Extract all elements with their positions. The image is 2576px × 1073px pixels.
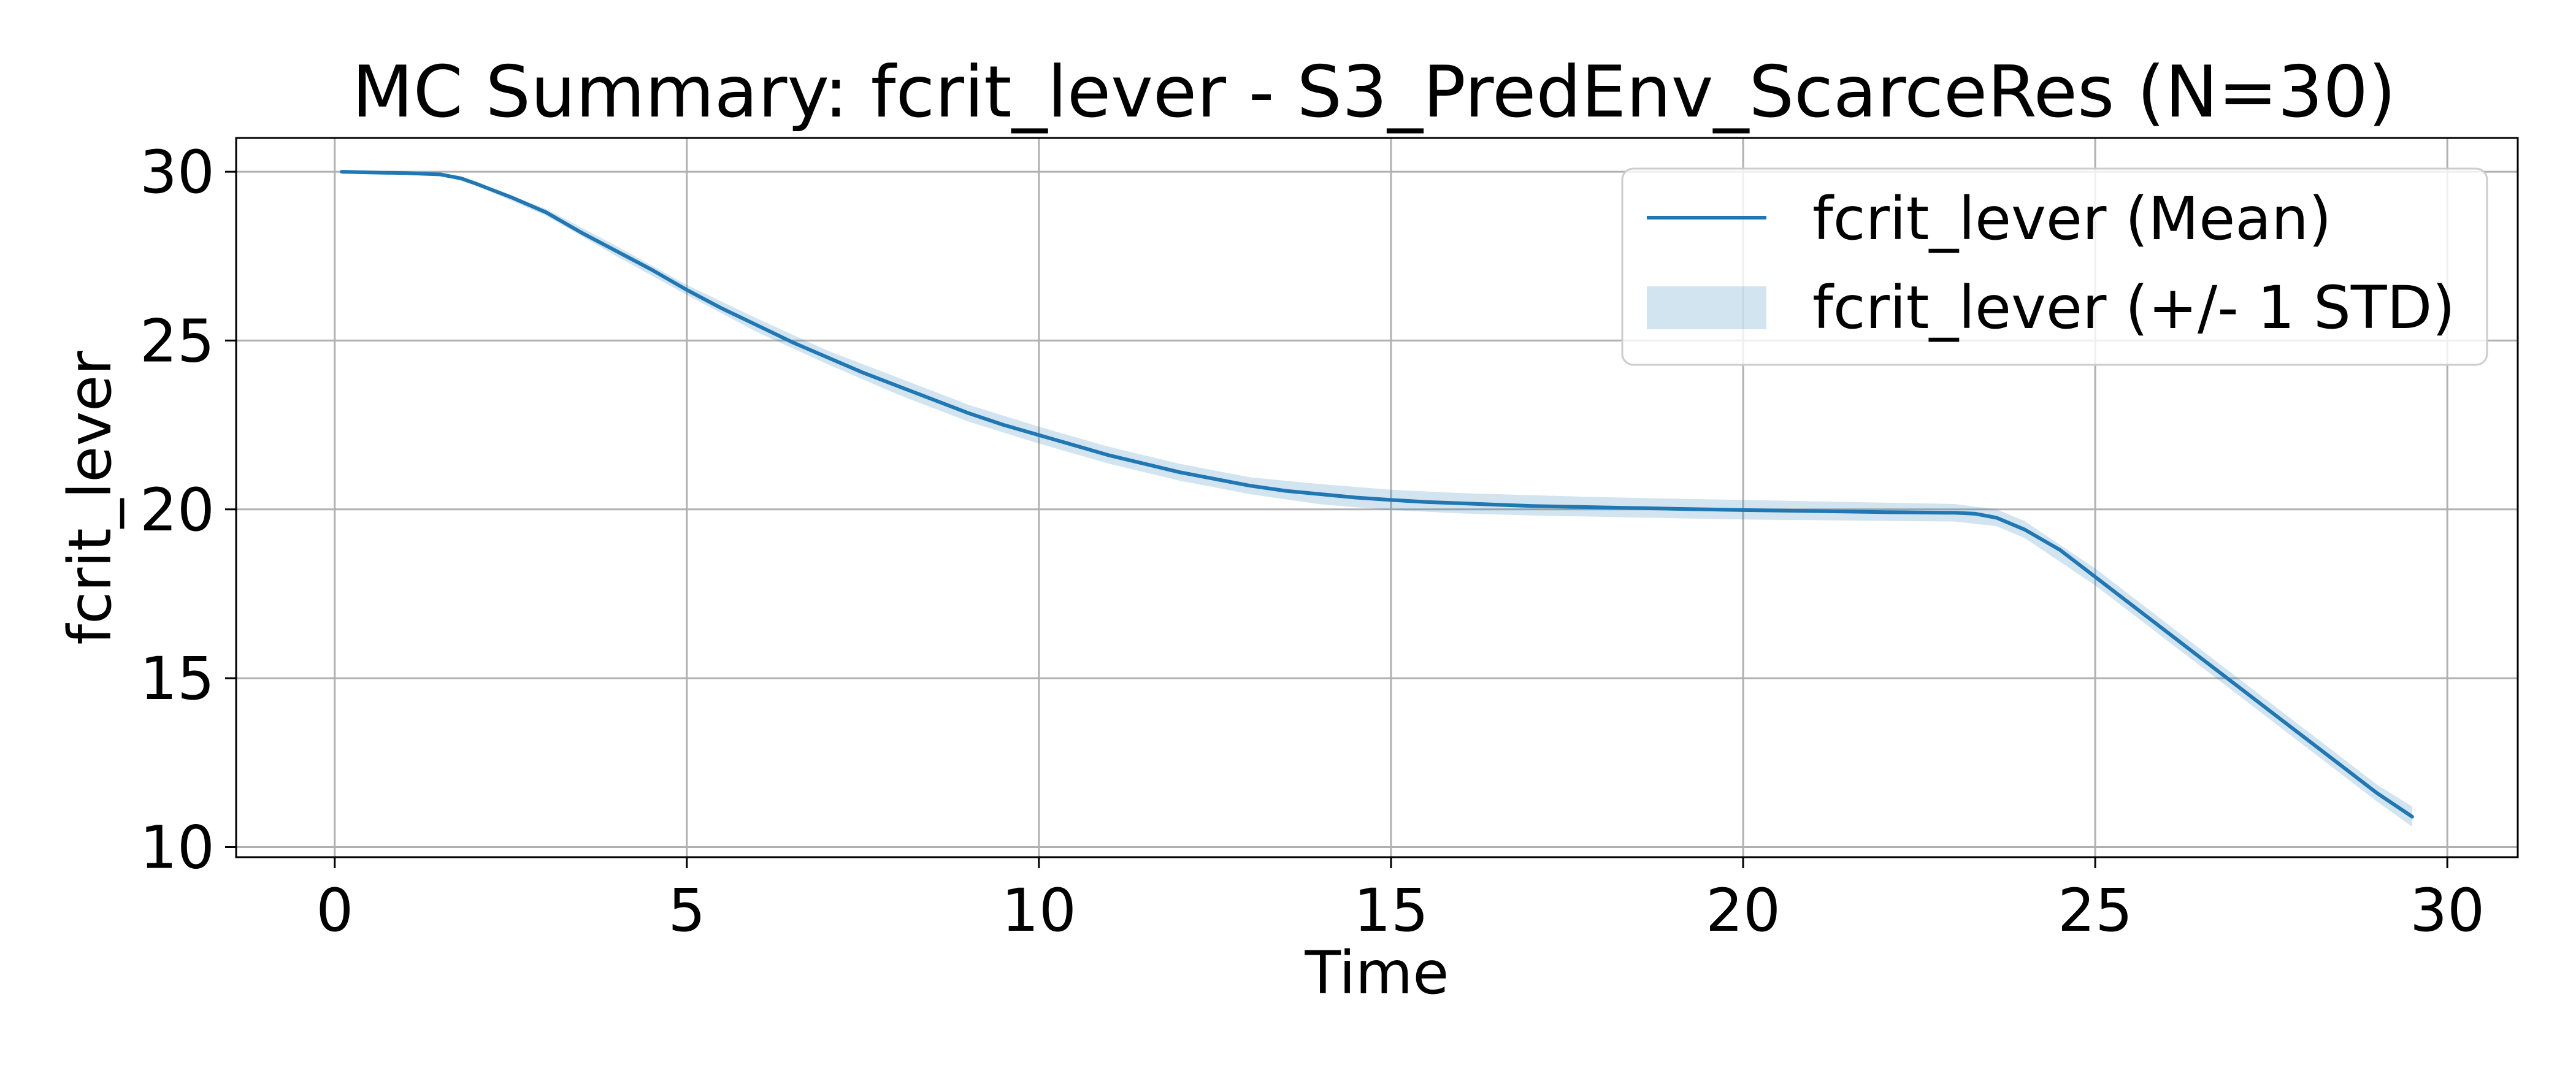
- plot-frame: [235, 137, 2519, 858]
- y-tick-label: 20: [140, 476, 215, 544]
- legend-box: [1621, 167, 2488, 366]
- y-tick-label: 25: [140, 307, 215, 375]
- y-ticks: 10 15 20 25 30: [140, 138, 236, 882]
- y-tick-label: 30: [140, 138, 215, 207]
- legend-band-swatch: [1647, 286, 1766, 329]
- x-tick-label: 25: [2058, 876, 2133, 945]
- x-ticks: 0 5 10 15 20 25 30: [316, 857, 2485, 945]
- x-tick-label: 0: [316, 876, 353, 945]
- y-tick-label: 10: [140, 813, 215, 882]
- chart-title: MC Summary: fcrit_lever - S3_PredEnv_Sca…: [352, 51, 2396, 134]
- x-tick-label: 5: [668, 876, 705, 945]
- legend: fcrit_lever (Mean) fcrit_lever (+/- 1 ST…: [1621, 167, 2488, 366]
- mean-line: [340, 170, 2414, 819]
- x-tick-label: 10: [1002, 876, 1076, 945]
- y-axis-label: fcrit_lever: [56, 351, 125, 645]
- x-axis-label: Time: [1305, 939, 1449, 1007]
- x-tick-label: 30: [2410, 876, 2485, 945]
- x-tick-label: 15: [1354, 876, 1428, 945]
- line-layer: [340, 170, 2414, 819]
- x-tick-label: 20: [1706, 876, 1781, 945]
- legend-band-label: fcrit_lever (+/- 1 STD): [1812, 273, 2455, 342]
- legend-mean-label: fcrit_lever (Mean): [1812, 185, 2331, 253]
- y-tick-label: 15: [140, 644, 215, 713]
